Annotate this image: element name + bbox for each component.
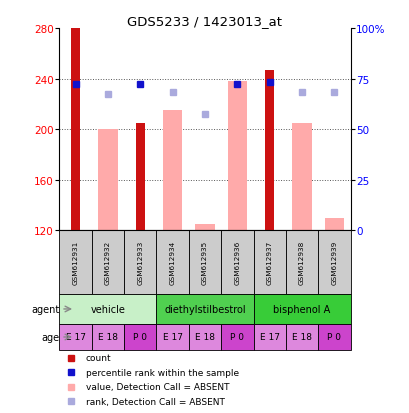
Text: GSM612936: GSM612936 (234, 240, 240, 285)
Bar (292, 123, 311, 231)
Bar (189, 231, 220, 294)
Text: E 18: E 18 (195, 333, 214, 342)
Text: E 18: E 18 (291, 333, 311, 342)
Bar (156, 324, 189, 350)
Bar (59, 294, 156, 324)
Text: E 18: E 18 (98, 333, 118, 342)
Text: rank, Detection Call = ABSENT: rank, Detection Call = ABSENT (85, 397, 224, 406)
Bar (189, 324, 220, 350)
Text: value, Detection Call = ABSENT: value, Detection Call = ABSENT (85, 382, 229, 391)
Text: P 0: P 0 (326, 333, 341, 342)
Bar (124, 324, 156, 350)
Text: E 17: E 17 (259, 333, 279, 342)
Bar (285, 324, 317, 350)
Text: GSM612931: GSM612931 (72, 240, 79, 285)
Bar (324, 218, 343, 231)
Text: E 17: E 17 (65, 333, 85, 342)
Bar (71, 29, 80, 231)
Bar (92, 324, 124, 350)
Text: E 17: E 17 (162, 333, 182, 342)
Text: bisphenol A: bisphenol A (273, 304, 330, 314)
Bar (317, 231, 350, 294)
Bar (220, 324, 253, 350)
Bar (59, 231, 92, 294)
Bar (156, 294, 253, 324)
Text: GSM612934: GSM612934 (169, 240, 175, 285)
Bar (124, 231, 156, 294)
Text: vehicle: vehicle (90, 304, 125, 314)
Text: P 0: P 0 (133, 333, 147, 342)
Bar (220, 231, 253, 294)
Text: diethylstilbestrol: diethylstilbestrol (164, 304, 245, 314)
Text: P 0: P 0 (230, 333, 244, 342)
Text: age: age (41, 332, 59, 342)
Text: percentile rank within the sample: percentile rank within the sample (85, 368, 238, 377)
Bar (285, 231, 317, 294)
Bar (265, 71, 274, 231)
Text: GSM612932: GSM612932 (105, 240, 111, 285)
Bar (253, 231, 285, 294)
Bar (98, 130, 117, 231)
Text: GSM612933: GSM612933 (137, 240, 143, 285)
Bar (92, 231, 124, 294)
Bar (162, 111, 182, 231)
Text: GSM612939: GSM612939 (330, 240, 337, 285)
Bar (253, 294, 350, 324)
Text: GSM612935: GSM612935 (202, 240, 207, 285)
Text: GSM612938: GSM612938 (298, 240, 304, 285)
Bar (156, 231, 189, 294)
Bar (59, 324, 92, 350)
Title: GDS5233 / 1423013_at: GDS5233 / 1423013_at (127, 15, 282, 28)
Bar (253, 324, 285, 350)
Text: agent: agent (31, 304, 59, 314)
Bar (135, 123, 144, 231)
Bar (317, 324, 350, 350)
Text: GSM612937: GSM612937 (266, 240, 272, 285)
Bar (227, 82, 247, 231)
Bar (195, 225, 214, 231)
Text: count: count (85, 353, 111, 362)
